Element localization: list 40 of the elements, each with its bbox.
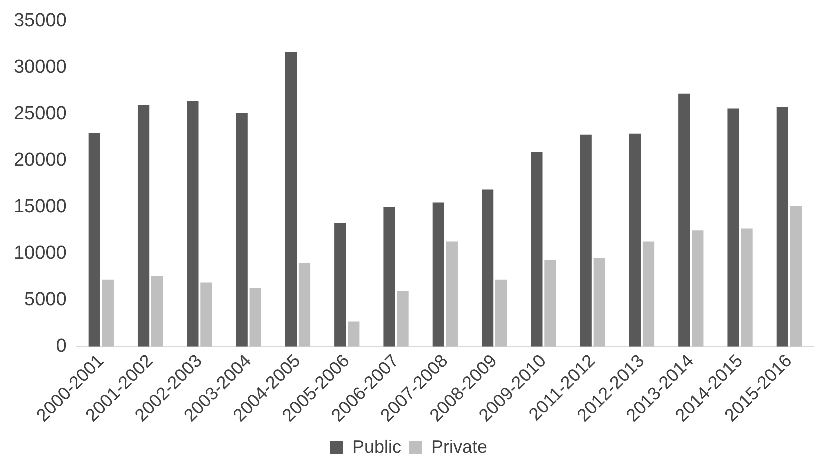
- bar: [298, 263, 311, 347]
- bar: [334, 223, 346, 347]
- bar: [482, 190, 494, 347]
- y-tick-label: 35000: [14, 10, 67, 32]
- bar: [629, 134, 642, 347]
- bar: [384, 207, 396, 347]
- y-tick-label: 0: [56, 336, 67, 358]
- y-tick-label: 25000: [14, 104, 67, 125]
- bar: [678, 94, 690, 347]
- bar: [728, 108, 740, 347]
- bar: [88, 132, 100, 347]
- bar: [250, 288, 262, 347]
- y-tick-label: 5000: [24, 290, 67, 311]
- y-tick-label: 15000: [14, 196, 67, 218]
- bar: [397, 291, 409, 347]
- y-tick-label: 10000: [14, 243, 67, 264]
- legend-label: Public: [352, 436, 402, 457]
- bar: [776, 106, 788, 347]
- bar: [200, 282, 212, 347]
- bar: [138, 105, 150, 347]
- bar: [594, 258, 606, 347]
- bar: [580, 134, 592, 347]
- bar: [102, 280, 114, 347]
- bar: [187, 101, 199, 347]
- bar: [496, 280, 508, 347]
- y-tick-label: 20000: [14, 150, 67, 172]
- bar: [348, 322, 360, 347]
- legend-label: Private: [432, 436, 488, 457]
- bar: [285, 52, 298, 347]
- bar: [432, 202, 444, 347]
- bar: [446, 242, 458, 347]
- bar: [790, 206, 802, 347]
- bar: [642, 242, 655, 347]
- y-tick-label: 30000: [14, 57, 67, 78]
- bar: [236, 113, 248, 347]
- bar: [544, 260, 556, 347]
- bar: [531, 152, 543, 347]
- bar: [692, 230, 704, 347]
- bar: [151, 276, 164, 347]
- bar: [741, 228, 753, 347]
